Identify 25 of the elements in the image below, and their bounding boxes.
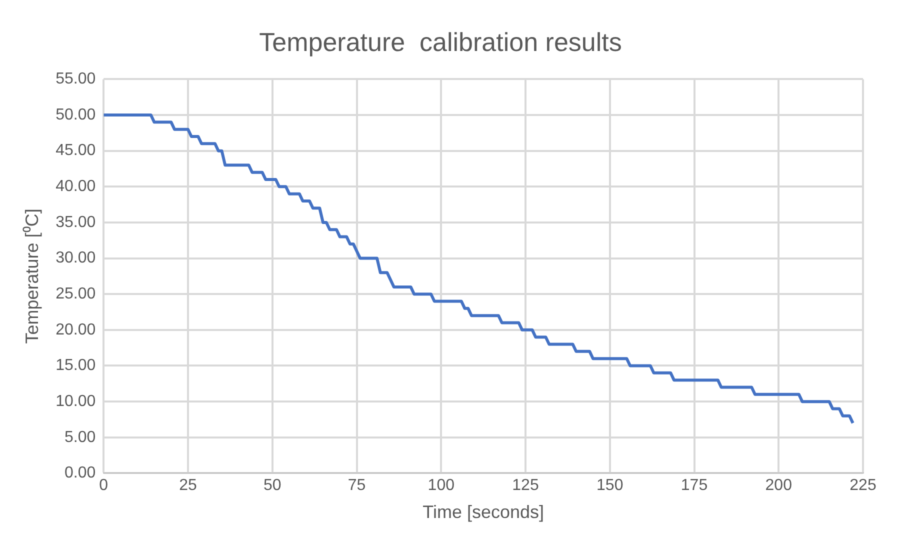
y-tick-label: 20.00 <box>56 321 96 338</box>
y-tick-label: 30.00 <box>56 250 96 267</box>
y-tick-label: 50.00 <box>56 106 96 124</box>
x-tick-label: 25 <box>179 477 198 494</box>
y-tick-label: 15.00 <box>56 357 96 374</box>
x-tick-label: 225 <box>850 477 876 494</box>
chart-title: Temperature calibration results <box>259 26 622 57</box>
y-tick-label: 0.00 <box>64 464 96 482</box>
y-tick-label: 35.00 <box>56 214 96 231</box>
x-tick-label: 150 <box>596 477 624 494</box>
y-tick-label: 10.00 <box>56 392 96 410</box>
x-tick-label: 0 <box>99 477 108 494</box>
y-axis-title: Temperature [⁰C] <box>22 208 42 344</box>
y-tick-label: 55.00 <box>56 70 96 88</box>
x-tick-label: 75 <box>348 477 366 494</box>
y-tick-label: 25.00 <box>56 286 96 303</box>
x-axis-title: Time [seconds] <box>422 502 544 522</box>
y-tick-label: 40.00 <box>56 178 96 196</box>
x-tick-label: 175 <box>680 477 708 494</box>
x-tick-label: 125 <box>512 477 539 494</box>
x-tick-label: 100 <box>428 477 455 494</box>
x-tick-label: 50 <box>263 477 282 494</box>
x-tick-label: 200 <box>765 477 792 494</box>
y-tick-label: 45.00 <box>56 142 96 160</box>
y-tick-label: 5.00 <box>64 428 96 446</box>
